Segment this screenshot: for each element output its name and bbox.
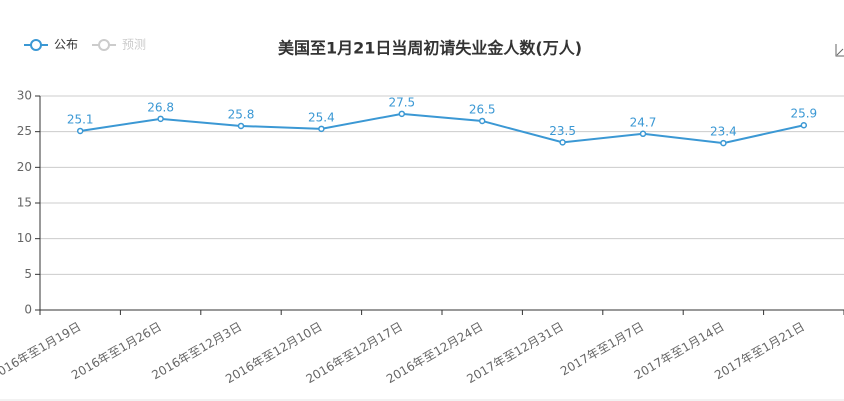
data-point (157, 115, 164, 123)
chart-title: 美国至1月21日当周初请失业金人数(万人) (278, 39, 582, 58)
toolbox-path[interactable] (835, 44, 844, 57)
data-point (76, 127, 84, 135)
data-label: 23.5 (549, 124, 576, 138)
data-label: 26.8 (147, 100, 174, 114)
y-tick-label: 10 (17, 231, 32, 245)
y-tick-label: 25 (17, 124, 32, 138)
toolbox-icon[interactable] (835, 44, 844, 57)
data-label: 25.4 (308, 110, 335, 124)
data-label: 26.5 (469, 102, 496, 116)
data-label: 25.8 (228, 107, 255, 121)
legend-label: 预测 (122, 38, 146, 52)
data-label: 25.9 (790, 107, 817, 121)
y-tick-label: 20 (17, 160, 32, 174)
x-tick-label: 2016年至1月26日 (69, 320, 164, 383)
y-tick-label: 5 (24, 267, 32, 281)
data-label: 27.5 (388, 95, 415, 109)
data-point (639, 130, 647, 138)
data-point (398, 110, 406, 118)
legend-label: 公布 (54, 38, 78, 52)
y-tick-label: 15 (17, 196, 32, 210)
y-tick-label: 0 (24, 303, 32, 317)
data-point (800, 121, 808, 129)
data-point (478, 117, 486, 125)
toolbox-path[interactable] (836, 48, 844, 56)
data-label: 23.4 (710, 125, 737, 139)
x-tick-label: 2017年至1月21日 (712, 320, 807, 383)
legend-marker (30, 39, 42, 51)
series-line (80, 112, 805, 145)
data-point (720, 139, 727, 147)
data-label: 25.1 (67, 112, 94, 126)
data-point (237, 122, 245, 130)
legend-marker (98, 39, 111, 51)
data-label: 24.7 (630, 115, 657, 129)
data-point (559, 139, 566, 146)
y-tick-label: 30 (17, 89, 32, 103)
data-point (318, 125, 325, 133)
x-tick-label: 2017年至1月14日 (632, 320, 727, 383)
